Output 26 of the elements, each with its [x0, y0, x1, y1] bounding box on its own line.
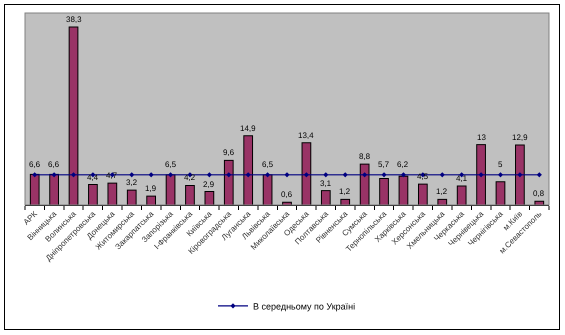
- data-label: 14,9: [240, 124, 256, 133]
- data-label: 38,3: [66, 15, 82, 24]
- data-label: 13,4: [298, 131, 314, 140]
- data-label: 4,1: [456, 174, 468, 183]
- data-label: 8,8: [359, 152, 371, 161]
- data-label: 6,6: [29, 160, 41, 169]
- data-label: 6,5: [165, 160, 177, 169]
- data-label: 1,9: [145, 184, 157, 193]
- data-label: 13: [477, 133, 486, 142]
- data-label: 3,2: [126, 178, 138, 187]
- data-label: 6,2: [397, 160, 409, 169]
- data-label: 9,6: [223, 148, 235, 157]
- data-label: 0,8: [533, 189, 545, 198]
- data-label: 3,1: [320, 179, 332, 188]
- data-label: 1,2: [339, 187, 351, 196]
- data-label: 2,9: [203, 180, 215, 189]
- data-label: 5: [498, 160, 503, 169]
- data-label: 5,7: [378, 160, 390, 169]
- data-label: 4,4: [87, 173, 99, 182]
- data-label: 12,9: [512, 133, 528, 142]
- legend-label: В середньому по Україні: [253, 301, 356, 312]
- data-label: 1,2: [436, 187, 448, 196]
- data-label: 6,6: [48, 160, 60, 169]
- data-label: 0,6: [281, 190, 293, 199]
- data-label: 6,5: [262, 160, 274, 169]
- data-label: 4,2: [184, 173, 196, 182]
